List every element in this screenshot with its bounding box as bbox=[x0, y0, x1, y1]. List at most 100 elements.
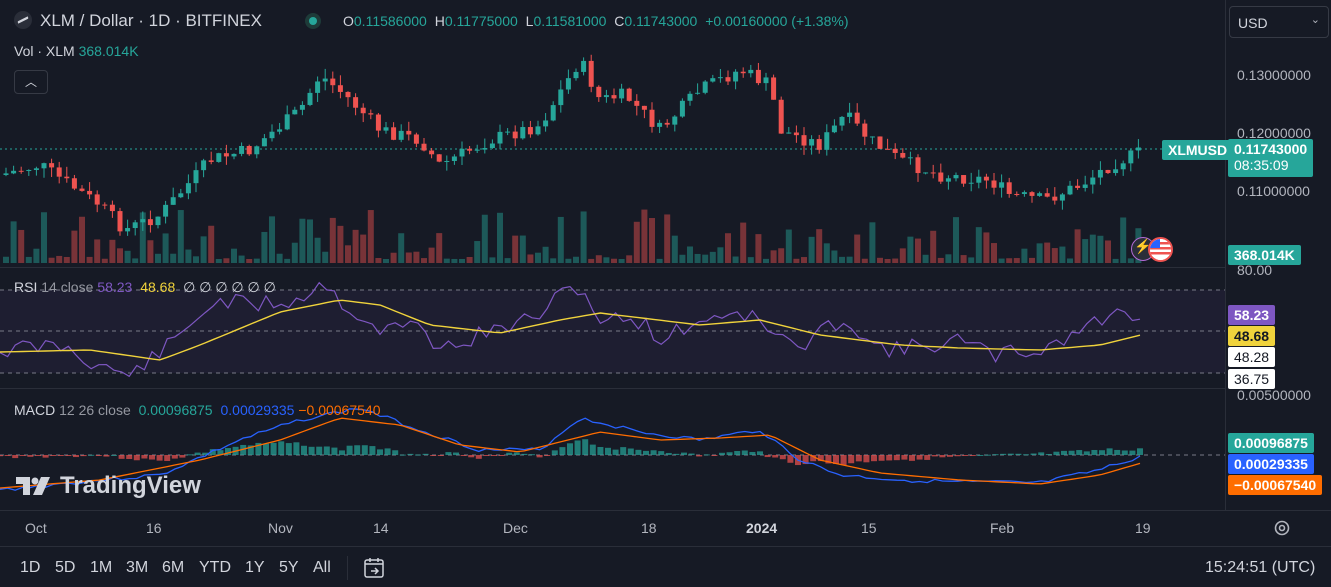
macd-histogram-bar bbox=[848, 455, 855, 464]
macd-histogram-bar bbox=[498, 455, 505, 456]
range-button-1m[interactable]: 1M bbox=[90, 559, 113, 576]
volume-bar bbox=[573, 256, 579, 263]
macd-histogram-bar bbox=[202, 452, 209, 455]
chart-canvas[interactable] bbox=[0, 0, 1225, 510]
range-button-all[interactable]: All bbox=[313, 559, 331, 576]
price-axis[interactable] bbox=[1225, 0, 1331, 510]
macd-histogram-bar bbox=[339, 450, 345, 455]
price-tick: 0.13000000 bbox=[1237, 67, 1311, 83]
market-status-icon[interactable] bbox=[305, 13, 321, 29]
volume-bar bbox=[1097, 235, 1104, 263]
macd-histogram-bar bbox=[1045, 454, 1052, 456]
macd-histogram-bar bbox=[643, 450, 649, 455]
chevron-down-icon: ⌄ bbox=[1310, 14, 1320, 26]
candle-body bbox=[907, 157, 913, 159]
macd-histogram-bar bbox=[817, 455, 824, 462]
macd-histogram-bar bbox=[650, 450, 657, 455]
macd-histogram-bar bbox=[696, 455, 703, 457]
macd-histogram-bar bbox=[779, 455, 786, 460]
candle-body bbox=[1075, 185, 1081, 188]
macd-histogram-bar bbox=[635, 449, 642, 455]
candle-body bbox=[733, 71, 739, 82]
volume-bar bbox=[664, 214, 671, 263]
macd-histogram-bar bbox=[658, 451, 665, 455]
volume-bar bbox=[1082, 239, 1089, 263]
range-button-1d[interactable]: 1D bbox=[20, 559, 41, 576]
macd-histogram-bar bbox=[985, 454, 991, 456]
volume-bar bbox=[732, 256, 739, 263]
time-tick: Dec bbox=[503, 520, 528, 536]
candle-body bbox=[619, 88, 625, 99]
volume-bar bbox=[383, 258, 389, 263]
collapse-legend-button[interactable]: ︿ bbox=[14, 70, 48, 94]
candle-body bbox=[945, 178, 951, 182]
macd-histogram-bar bbox=[164, 455, 171, 461]
volume-bar bbox=[512, 235, 519, 263]
candle-body bbox=[277, 129, 283, 132]
candle-body bbox=[132, 222, 138, 229]
macd-histogram-bar bbox=[483, 455, 490, 456]
macd-histogram-bar bbox=[437, 455, 444, 456]
candle-body bbox=[413, 134, 419, 144]
volume-bar bbox=[79, 216, 85, 263]
range-button-ytd[interactable]: YTD bbox=[199, 559, 231, 576]
time-tick: 16 bbox=[146, 520, 162, 536]
candle-body bbox=[125, 228, 131, 232]
candle-body bbox=[1128, 150, 1134, 164]
candle-body bbox=[793, 132, 799, 136]
range-button-5d[interactable]: 5D bbox=[55, 559, 76, 576]
candle-body bbox=[649, 109, 655, 127]
rsi-legend[interactable]: RSI 14 close 58.23 48.68 ∅ ∅ ∅ ∅ ∅ ∅ bbox=[14, 279, 276, 295]
candle-body bbox=[429, 150, 435, 155]
macd-histogram-bar bbox=[133, 455, 140, 461]
macd-legend[interactable]: MACD 12 26 close 0.00096875 0.00029335 −… bbox=[14, 402, 381, 418]
volume-bar bbox=[702, 254, 709, 263]
symbol-title[interactable]: XLM / Dollar · 1D · BITFINEX bbox=[40, 11, 262, 30]
go-to-date-icon[interactable] bbox=[362, 555, 388, 581]
macd-histogram-bar bbox=[863, 455, 870, 463]
candle-body bbox=[436, 154, 442, 162]
macd-histogram-bar bbox=[855, 455, 862, 462]
candle-body bbox=[18, 170, 24, 172]
clock-timezone[interactable]: 15:24:51 (UTC) bbox=[1205, 559, 1316, 576]
volume-bar bbox=[109, 239, 116, 263]
tradingview-logo[interactable]: TradingView bbox=[16, 472, 201, 500]
macd-histogram-bar bbox=[346, 445, 353, 455]
settings-gear-icon[interactable] bbox=[1272, 518, 1292, 538]
macd-histogram-bar bbox=[430, 455, 437, 456]
candle-body bbox=[710, 78, 716, 82]
macd-histogram-bar bbox=[354, 445, 361, 455]
volume-bar bbox=[253, 258, 260, 263]
macd-histogram-bar bbox=[825, 455, 832, 464]
macd-histogram-bar bbox=[316, 446, 323, 455]
candle-body bbox=[444, 160, 450, 162]
time-tick: 2024 bbox=[746, 520, 778, 536]
volume-bar bbox=[892, 258, 899, 263]
candle-body bbox=[664, 122, 670, 125]
volume-bar bbox=[983, 232, 990, 263]
macd-histogram-bar bbox=[909, 455, 915, 461]
volume-legend[interactable]: Vol · XLM 368.014K bbox=[14, 43, 139, 59]
us-flag-icon[interactable] bbox=[1148, 237, 1173, 262]
macd-histogram-bar bbox=[323, 446, 330, 455]
range-button-5y[interactable]: 5Y bbox=[279, 559, 299, 576]
range-button-1y[interactable]: 1Y bbox=[245, 559, 265, 576]
macd-histogram-bar bbox=[764, 455, 771, 458]
macd-histogram-bar bbox=[1000, 453, 1007, 455]
range-button-6m[interactable]: 6M bbox=[162, 559, 185, 576]
volume-bar bbox=[649, 218, 655, 263]
time-tick: Nov bbox=[268, 520, 293, 536]
macd-histogram-bar bbox=[263, 443, 269, 455]
volume-bar bbox=[71, 230, 78, 263]
candle-body bbox=[771, 77, 777, 100]
macd-histogram-bar bbox=[50, 455, 57, 456]
macd-histogram-bar bbox=[992, 454, 999, 456]
volume-bar bbox=[170, 253, 177, 263]
macd-histogram-bar bbox=[787, 455, 794, 463]
volume-bar bbox=[1120, 217, 1127, 263]
range-button-3m[interactable]: 3M bbox=[126, 559, 149, 576]
volume-bar bbox=[808, 236, 815, 263]
volume-bar bbox=[991, 243, 997, 263]
candle-body bbox=[292, 109, 298, 115]
currency-select[interactable]: USD ⌄ bbox=[1229, 6, 1329, 38]
